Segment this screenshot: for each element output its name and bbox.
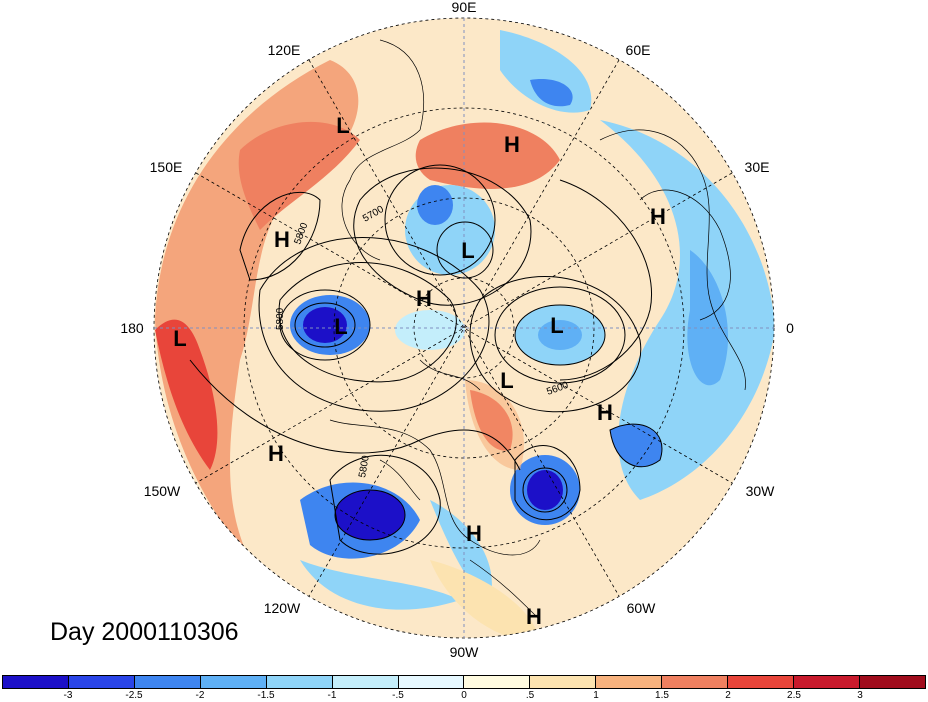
pressure-centers: L H L H L L L L H H H H H L H bbox=[173, 113, 666, 629]
pressure-center-low: L bbox=[334, 314, 347, 339]
colorbar-ticks: -3 -2.5 -2 -1.5 -1 -.5 0 .5 1 1.5 2 2.5 3 bbox=[2, 690, 926, 702]
pressure-center-high: H bbox=[416, 286, 432, 311]
lon-label-30e: 30E bbox=[745, 159, 770, 175]
colorbar-tick-label: -2.5 bbox=[125, 690, 143, 701]
pressure-center-high: H bbox=[504, 132, 520, 157]
polar-map: 90E 60E 30E 0 30W 60W 90W 120W 150W 180 … bbox=[120, 0, 794, 660]
lon-labels: 90E 60E 30E 0 30W 60W 90W 120W 150W 180 … bbox=[120, 0, 794, 660]
colorbar-segment bbox=[596, 676, 663, 688]
colorbar-segment bbox=[200, 676, 267, 688]
pressure-center-high: H bbox=[650, 204, 666, 229]
pressure-center-low: L bbox=[500, 368, 513, 393]
lon-label-90w: 90W bbox=[450, 644, 480, 660]
colorbar-tick-label: 1.5 bbox=[655, 690, 669, 701]
lon-label-120e: 120E bbox=[268, 42, 301, 58]
lon-label-30w: 30W bbox=[746, 483, 776, 499]
pressure-center-low: L bbox=[461, 238, 474, 263]
height-contours bbox=[189, 164, 663, 555]
colorbar-tick-label: -1.5 bbox=[257, 690, 275, 701]
lon-label-90e: 90E bbox=[452, 0, 477, 15]
colorbar-tick-label: 1 bbox=[593, 690, 599, 701]
colorbar-segment bbox=[3, 676, 69, 688]
colorbar-tick-label: -3 bbox=[63, 690, 73, 701]
coastlines bbox=[329, 39, 746, 621]
anomaly-field bbox=[154, 18, 774, 638]
day-label: Day 2000110306 bbox=[50, 618, 239, 646]
colorbar-tick-label: .5 bbox=[525, 690, 535, 701]
colorbar-segment bbox=[794, 676, 860, 688]
pressure-center-low: L bbox=[173, 326, 186, 351]
pressure-center-high: H bbox=[466, 521, 482, 546]
pressure-center-high: H bbox=[526, 604, 542, 629]
pressure-center-high: H bbox=[597, 400, 613, 425]
lon-label-60e: 60E bbox=[626, 42, 651, 58]
pressure-center-high: H bbox=[268, 441, 284, 466]
lon-label-120w: 120W bbox=[264, 600, 301, 616]
colorbar-tick-label: -2 bbox=[195, 690, 205, 701]
colorbar-tick-label: -.5 bbox=[392, 690, 404, 701]
colorbar-segment bbox=[68, 676, 135, 688]
colorbar-segment bbox=[859, 676, 925, 688]
lon-label-150w: 150W bbox=[144, 483, 181, 499]
pressure-center-low: L bbox=[336, 113, 349, 138]
lon-label-60w: 60W bbox=[627, 600, 657, 616]
pressure-center-high: H bbox=[274, 227, 290, 252]
colorbar-tick-label: 3 bbox=[857, 690, 863, 701]
colorbar-tick-label: 2.5 bbox=[787, 690, 801, 701]
contour-label: 5800 bbox=[275, 307, 286, 330]
colorbar-segment bbox=[662, 676, 729, 688]
colorbar-tick-label: 0 bbox=[461, 690, 467, 701]
colorbar-segment bbox=[530, 676, 597, 688]
colorbar bbox=[2, 675, 926, 689]
colorbar-tick-label: -1 bbox=[327, 690, 337, 701]
colorbar-segment bbox=[728, 676, 795, 688]
colorbar-tick-label: 2 bbox=[725, 690, 731, 701]
lon-label-180: 180 bbox=[120, 320, 144, 336]
colorbar-segment bbox=[134, 676, 201, 688]
pressure-center-low: L bbox=[550, 313, 563, 338]
lon-label-0: 0 bbox=[786, 320, 794, 336]
contour-label: 5800 bbox=[357, 454, 372, 478]
colorbar-segment bbox=[398, 676, 465, 688]
colorbar-segment bbox=[332, 676, 399, 688]
colorbar-segment bbox=[266, 676, 333, 688]
lon-label-150e: 150E bbox=[150, 159, 183, 175]
colorbar-segment bbox=[464, 676, 531, 688]
